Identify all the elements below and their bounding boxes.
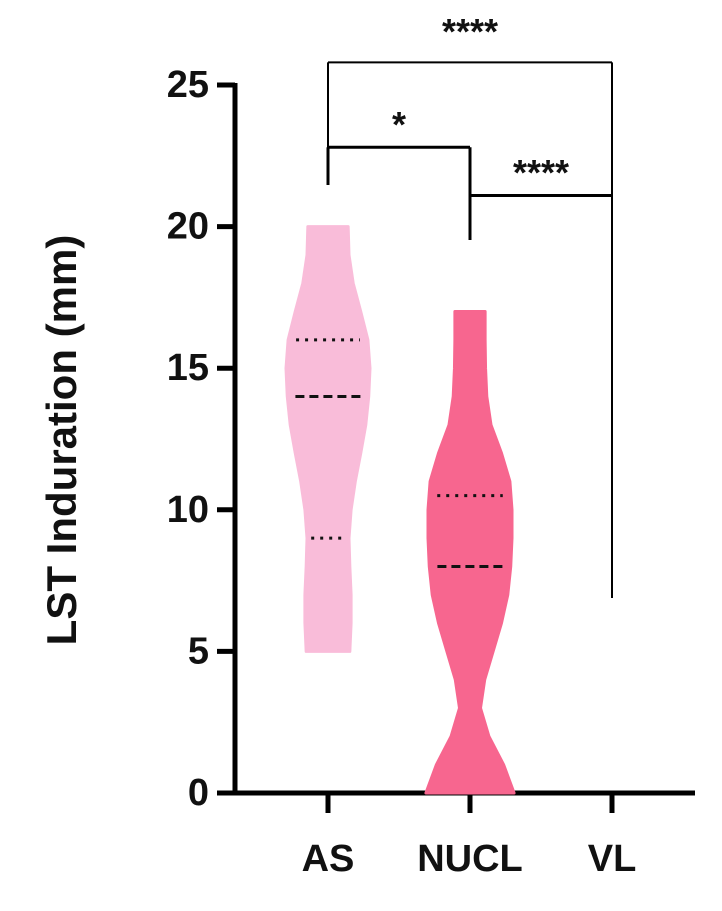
y-tick-label: 0 xyxy=(188,772,209,814)
significance-label: **** xyxy=(442,11,498,52)
y-tick-label: 25 xyxy=(167,64,209,106)
y-tick-label: 15 xyxy=(167,347,209,389)
y-tick-label: 5 xyxy=(188,630,209,672)
x-tick-label: NUCL xyxy=(417,838,523,880)
significance-label: **** xyxy=(513,152,569,193)
significance-label: * xyxy=(392,104,406,145)
violin xyxy=(284,225,372,653)
y-tick-label: 10 xyxy=(167,489,209,531)
violin xyxy=(424,310,516,795)
x-tick-label: AS xyxy=(302,838,355,880)
y-axis-label: LST Induration (mm) xyxy=(38,235,85,646)
x-tick-label: VL xyxy=(588,838,637,880)
y-tick-label: 20 xyxy=(167,206,209,248)
